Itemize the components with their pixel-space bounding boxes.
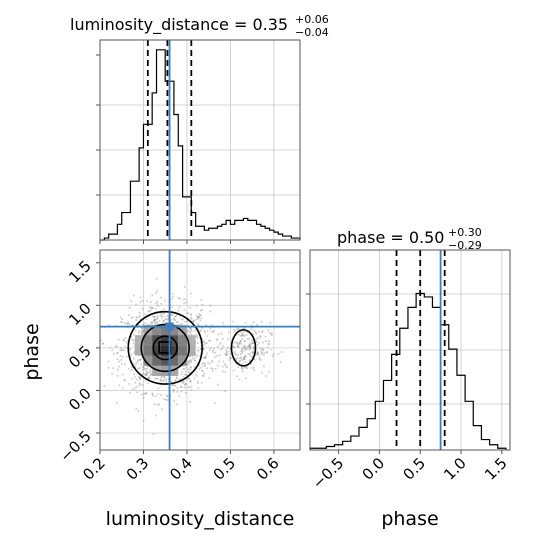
scatter-x-tick-label-2: 0.4	[166, 454, 196, 484]
phase-title: phase = 0.50	[337, 228, 444, 247]
phase-x-tick-label-3: 1.0	[440, 454, 470, 484]
phase-hist-steps	[309, 292, 507, 450]
scatter-contour-middle	[140, 323, 190, 373]
scatter-points	[100, 278, 283, 436]
scatter-x-tick-label-3: 0.5	[210, 454, 240, 484]
phase-x-tick-label-4: 1.5	[481, 454, 511, 484]
scatter-contour-inner	[152, 335, 178, 361]
scatter-y-tick-label-3: 1.0	[65, 299, 95, 329]
scatter-y-tick-label-1: 0.0	[65, 385, 95, 415]
scatter-x-tick-label-0: 0.2	[79, 454, 109, 484]
x-axis-label-phase: phase	[381, 508, 438, 530]
phase-x-tick-label-1: 0.0	[359, 454, 389, 484]
scatter-contour-secondary	[230, 329, 257, 367]
phase-x-tick-label-0: −0.5	[309, 454, 347, 492]
scatter-x-tick-label-1: 0.3	[123, 454, 153, 484]
top-hist-steps	[100, 49, 301, 241]
scatter-y-tick-label-4: 1.5	[65, 257, 95, 287]
luminosity-distance-title-plus: +0.06	[295, 13, 329, 26]
phase-title-plus: +0.30	[448, 226, 482, 239]
scatter-truth-marker	[165, 322, 174, 331]
scatter-contour-outer	[127, 310, 203, 385]
phase-histogram-panel: −0.5 0.0 0.5 1.0 1.5	[306, 249, 511, 493]
x-axis-label-luminosity-distance: luminosity_distance	[106, 508, 295, 530]
phase-x-tick-label-2: 0.5	[399, 454, 429, 484]
top-hist-frame	[99, 39, 301, 241]
luminosity-distance-title-minus: −0.04	[295, 26, 329, 39]
phase-title-minus: −0.29	[448, 239, 482, 252]
scatter-x-tick-label-4: 0.6	[253, 454, 283, 484]
scatter-panel: 0.2 0.3 0.4 0.5 0.6−0.50.00.51.01.5	[56, 249, 301, 484]
scatter-frame	[99, 249, 301, 451]
phase-hist-frame	[309, 249, 511, 451]
luminosity-distance-histogram-panel	[96, 39, 301, 244]
luminosity-distance-title: luminosity_distance = 0.35	[70, 15, 288, 35]
y-axis-label-phase: phase	[21, 323, 43, 380]
scatter-y-tick-label-2: 0.5	[65, 342, 95, 372]
